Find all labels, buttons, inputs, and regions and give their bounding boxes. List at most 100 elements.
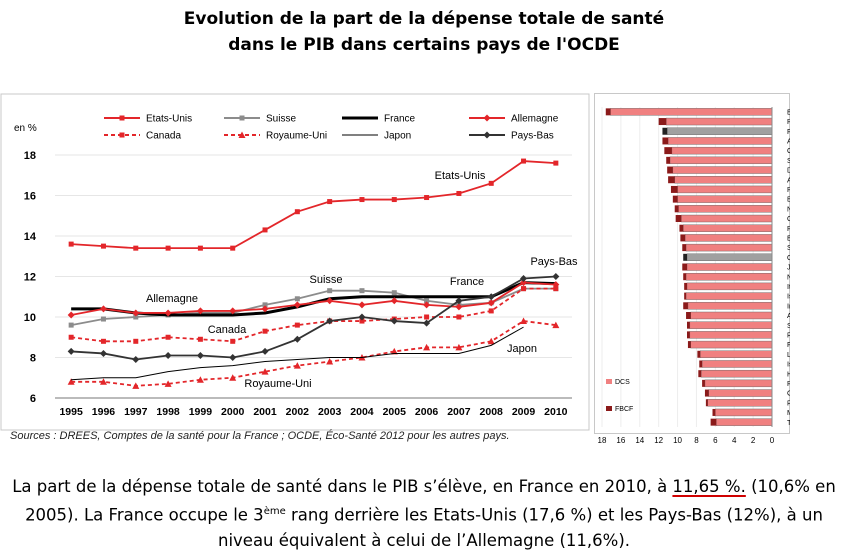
summary-part-2: (10,6% en 2005). La France occupe le 3 xyxy=(25,477,836,525)
data-point xyxy=(359,288,365,294)
chart-title: Evolution de la part de la dépense total… xyxy=(0,6,848,58)
data-point xyxy=(391,290,397,296)
series-pays-bas xyxy=(67,273,560,364)
bar-dcs xyxy=(667,137,773,145)
data-point xyxy=(262,302,268,308)
data-point xyxy=(230,338,236,344)
data-point xyxy=(424,314,430,320)
category-label: Luxembourg* xyxy=(787,350,790,359)
x-tick-label: 2000 xyxy=(221,406,245,418)
category-label: Royaume-Uni xyxy=(787,224,790,233)
bar-fbcf xyxy=(658,118,667,126)
category-label: Australie* xyxy=(787,311,790,320)
category-label: Turquie* xyxy=(787,418,790,427)
annotation-suisse: Suisse xyxy=(309,274,342,286)
data-point xyxy=(326,317,334,325)
category-label: France xyxy=(787,127,790,136)
data-point xyxy=(423,301,431,309)
bar-dcs xyxy=(686,282,773,291)
category-label: Canada xyxy=(787,146,790,155)
bar-dcs xyxy=(700,369,773,378)
bar-dcs xyxy=(683,224,773,232)
series-line xyxy=(71,160,556,250)
bar-fbcf xyxy=(710,418,717,426)
category-label: Japon* xyxy=(787,263,790,272)
data-point xyxy=(294,209,300,215)
category-label: Corée xyxy=(787,389,790,398)
series-line xyxy=(70,281,556,316)
bar-dcs xyxy=(687,302,773,310)
data-point xyxy=(67,378,75,385)
category-label: Rép. slovaque xyxy=(787,330,790,339)
bar-row-allemagne: Allemagne xyxy=(662,137,790,146)
bar-dcs xyxy=(677,185,773,194)
title-line-2: dans le PIB dans certains pays de l'OCDE xyxy=(228,35,620,55)
category-label: Portugal xyxy=(787,185,790,194)
bar-dcs xyxy=(666,127,773,135)
bar-dcs xyxy=(671,146,773,155)
x-tick-label: 2009 xyxy=(512,406,536,418)
bar-fbcf xyxy=(666,156,670,164)
data-point xyxy=(165,334,171,340)
x-tick-label: 2002 xyxy=(286,406,310,418)
bar-fbcf xyxy=(683,273,687,281)
data-point xyxy=(424,195,430,201)
x-tick-label: 1996 xyxy=(92,406,116,418)
legend-label: Etats-Unis xyxy=(146,114,192,125)
bar-dcs xyxy=(686,253,773,261)
annotation-royaume-uni: Royaume-Uni xyxy=(244,378,311,390)
bar-fbcf xyxy=(683,253,687,261)
bar-dcs xyxy=(610,108,773,116)
bar-dcs xyxy=(689,331,773,339)
legend-item-dcs: DCS xyxy=(606,379,630,386)
series-line xyxy=(71,320,556,387)
data-point xyxy=(455,297,463,305)
data-point xyxy=(553,286,559,292)
data-point xyxy=(488,308,494,314)
bar-fbcf xyxy=(697,350,701,358)
summary-part-1: La part de la dépense totale de santé da… xyxy=(12,477,673,496)
annotation-canada: Canada xyxy=(208,324,247,336)
series-line xyxy=(70,287,556,326)
legend-swatch xyxy=(606,406,612,411)
data-point xyxy=(423,319,431,327)
bar-chart: 181614121086420Etats-UnisPays-BasFranceA… xyxy=(594,93,790,445)
bar-dcs xyxy=(690,311,773,320)
bar-dcs xyxy=(666,117,773,126)
legend-label: Pays-Bas xyxy=(511,131,554,142)
data-point xyxy=(196,351,204,359)
data-point xyxy=(68,322,74,328)
data-point xyxy=(132,382,140,389)
category-label: Nelle-Zélande xyxy=(787,204,790,213)
annotation-japon: Japon xyxy=(507,343,537,355)
bar-fbcf xyxy=(712,408,716,416)
category-label: Rép. tchèque xyxy=(787,379,790,388)
category-label: Autriche xyxy=(787,175,790,184)
data-point xyxy=(488,180,494,186)
category-label: Pologne xyxy=(787,398,790,407)
x-tick-label: 1998 xyxy=(156,406,180,418)
category-label: Pays-Bas xyxy=(787,117,790,126)
data-point xyxy=(456,190,462,196)
bar-fbcf xyxy=(687,321,690,329)
data-point xyxy=(294,322,300,328)
bar-dcs xyxy=(669,156,773,165)
data-point xyxy=(164,380,172,387)
data-point xyxy=(424,298,430,304)
data-point xyxy=(99,349,107,357)
legend-label: DCS xyxy=(615,379,630,386)
category-label: Norvège xyxy=(787,272,790,281)
data-point xyxy=(133,314,139,320)
data-point xyxy=(197,336,203,342)
category-label: Etats-Unis xyxy=(787,107,790,116)
x-tick-label: 2004 xyxy=(350,406,374,418)
data-point xyxy=(229,354,237,361)
data-point xyxy=(521,158,527,164)
bar-dcs xyxy=(715,408,773,417)
annotation-pays-bas: Pays-Bas xyxy=(530,256,578,268)
data-point xyxy=(230,245,236,251)
data-point xyxy=(358,313,366,321)
data-point xyxy=(358,301,366,309)
x-tick-label: 6 xyxy=(713,436,718,445)
line-chart: en % 6 8 10 12 14 16 18 1995 1996 1997 1998 1999 2000… xyxy=(0,93,590,431)
